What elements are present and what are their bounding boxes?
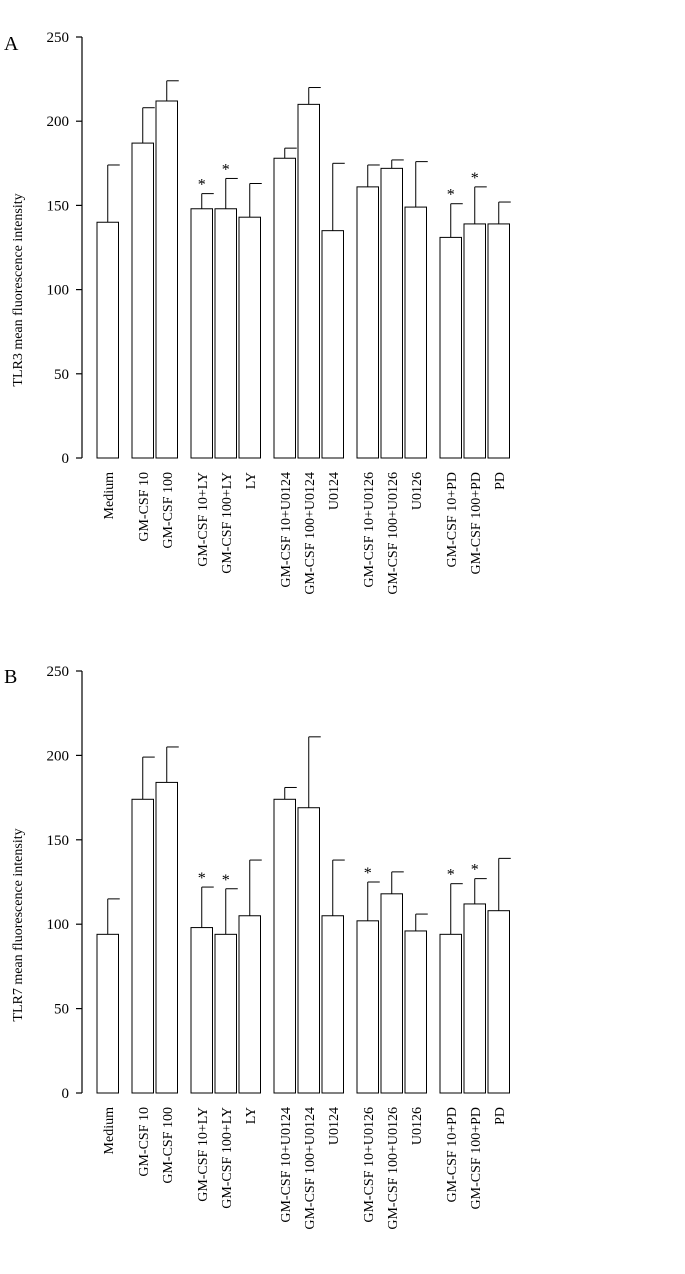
significance-marker: * xyxy=(198,177,206,194)
category-label: GM-CSF 10 xyxy=(137,1107,152,1177)
bar xyxy=(404,206,427,459)
category-label: GM-CSF 10+U0126 xyxy=(362,1107,377,1223)
category-label: LY xyxy=(244,472,259,489)
bar xyxy=(321,915,344,1094)
bar xyxy=(190,208,213,459)
chart-panel-a: A TLR3 mean fluorescence intensity 0 50 10… xyxy=(4,30,511,595)
category-label: GM-CSF 100+LY xyxy=(220,1107,235,1209)
category-label: GM-CSF 10+LY xyxy=(196,1107,211,1202)
category-label: GM-CSF 10+LY xyxy=(196,472,211,567)
bar xyxy=(297,103,320,459)
category-label: GM-CSF 100 xyxy=(161,1107,176,1184)
significance-marker: * xyxy=(447,867,455,884)
y-axis-label-a: TLR3 mean fluorescence intensity xyxy=(11,193,26,386)
category-label: GM-CSF 10 xyxy=(137,472,152,542)
bar xyxy=(487,223,510,459)
y-tick-label: 100 xyxy=(47,283,70,299)
significance-marker: * xyxy=(222,161,230,178)
bar xyxy=(190,927,213,1094)
y-tick-label: 100 xyxy=(47,917,70,933)
y-tick-label: 50 xyxy=(54,367,69,383)
category-label: U0124 xyxy=(327,472,342,510)
category-label: GM-CSF 100+U0124 xyxy=(303,472,318,595)
bar xyxy=(463,223,486,459)
bar xyxy=(380,893,403,1094)
panel-label-a: A xyxy=(4,33,19,55)
chart-marks-b: 0 50 100 150 200 250 Medium GM-CSF 10 GM-CSF 100… xyxy=(47,664,511,1230)
bar xyxy=(155,781,178,1094)
bar xyxy=(273,798,296,1094)
category-label: U0126 xyxy=(410,472,425,510)
category-label: PD xyxy=(493,1107,508,1125)
category-label: GM-CSF 100+U0126 xyxy=(386,1107,401,1230)
bar xyxy=(273,157,296,459)
y-tick-label: 150 xyxy=(47,833,70,849)
bar xyxy=(96,933,119,1094)
category-label: U0124 xyxy=(327,1107,342,1145)
bar xyxy=(238,216,261,459)
y-tick-label: 250 xyxy=(47,30,70,46)
bar xyxy=(487,910,510,1094)
category-label: Medium xyxy=(102,472,117,520)
bar xyxy=(214,933,237,1094)
category-label: PD xyxy=(493,472,508,490)
category-label: GM-CSF 100+U0126 xyxy=(386,472,401,595)
category-label: GM-CSF 100+LY xyxy=(220,472,235,574)
bar xyxy=(356,920,379,1094)
category-label: GM-CSF 100+U0124 xyxy=(303,1107,318,1230)
category-label: U0126 xyxy=(410,1107,425,1145)
y-axis-label-b: TLR7 mean fluorescence intensity xyxy=(11,828,26,1021)
y-tick-label: 150 xyxy=(47,198,70,214)
category-label: Medium xyxy=(102,1107,117,1155)
bar xyxy=(404,930,427,1094)
significance-marker: * xyxy=(447,187,455,204)
significance-marker: * xyxy=(471,862,479,879)
category-label: GM-CSF 10+PD xyxy=(445,1107,460,1202)
chart-marks-a: 0 50 100 150 200 250 Medium GM-CSF 10 GM-CSF 100… xyxy=(47,30,511,595)
bar xyxy=(131,142,154,459)
panel-label-b: B xyxy=(4,666,17,688)
category-label: LY xyxy=(244,1107,259,1124)
significance-marker: * xyxy=(222,872,230,889)
bar xyxy=(214,208,237,459)
bar xyxy=(321,230,344,459)
y-tick-label: 0 xyxy=(62,451,70,467)
bar xyxy=(96,221,119,459)
category-label: GM-CSF 10+U0124 xyxy=(279,472,294,588)
y-tick-label: 250 xyxy=(47,664,70,680)
category-label: GM-CSF 10+U0124 xyxy=(279,1107,294,1223)
significance-marker: * xyxy=(198,870,206,887)
bar xyxy=(380,167,403,459)
chart-panel-b: B TLR7 mean fluorescence intensity 0 50 10… xyxy=(4,664,511,1230)
bar xyxy=(238,915,261,1094)
bar xyxy=(439,236,462,459)
significance-marker: * xyxy=(471,170,479,187)
bar xyxy=(297,807,320,1094)
category-label: GM-CSF 100+PD xyxy=(469,1107,484,1209)
y-tick-label: 200 xyxy=(47,748,70,764)
bar xyxy=(131,798,154,1094)
significance-marker: * xyxy=(364,865,372,882)
y-tick-label: 200 xyxy=(47,114,70,130)
bar xyxy=(155,100,178,459)
category-label: GM-CSF 10+U0126 xyxy=(362,472,377,588)
category-label: GM-CSF 100+PD xyxy=(469,472,484,574)
bar xyxy=(439,933,462,1094)
category-label: GM-CSF 100 xyxy=(161,472,176,549)
bar xyxy=(463,903,486,1094)
y-tick-label: 50 xyxy=(54,1002,69,1018)
y-tick-label: 0 xyxy=(62,1086,70,1102)
category-label: GM-CSF 10+PD xyxy=(445,472,460,567)
bar xyxy=(356,186,379,459)
